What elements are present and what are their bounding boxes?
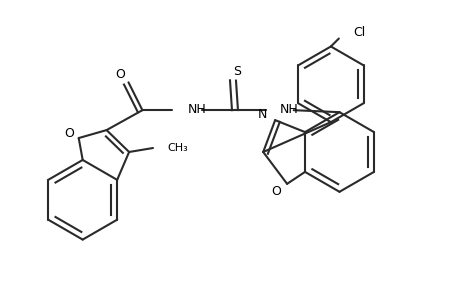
Text: Cl: Cl: [352, 26, 364, 39]
Text: CH₃: CH₃: [167, 143, 187, 153]
Text: S: S: [232, 65, 241, 78]
Text: NH: NH: [188, 103, 207, 116]
Text: O: O: [115, 68, 125, 81]
Text: O: O: [64, 127, 73, 140]
Text: O: O: [271, 185, 280, 198]
Text: NH: NH: [279, 103, 298, 116]
Text: N: N: [257, 108, 267, 121]
